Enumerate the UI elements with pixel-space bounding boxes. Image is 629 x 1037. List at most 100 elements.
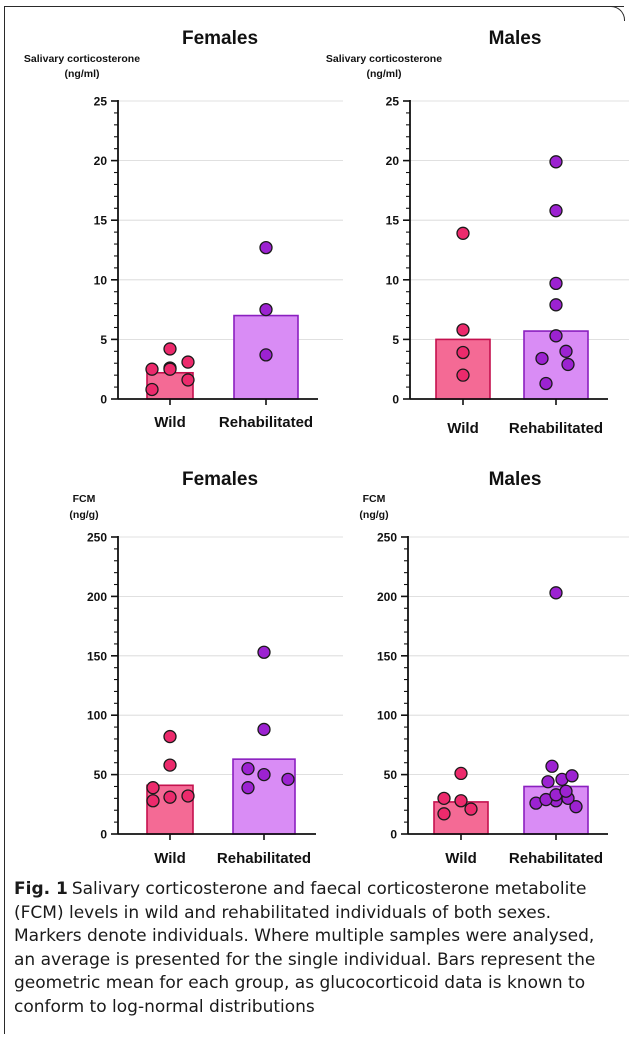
figure-caption: Fig. 1 Salivary corticosterone and faecal… — [14, 878, 614, 1019]
x-tick-label-rehabilitated: Rehabilitated — [509, 850, 603, 867]
y-tick-label: 20 — [386, 154, 400, 168]
marker-rehabilitated — [257, 645, 271, 659]
y-tick-label: 250 — [87, 531, 107, 545]
y-axis-label: FCM — [363, 493, 386, 505]
marker-wild — [146, 781, 160, 795]
marker-wild — [163, 342, 177, 356]
marker-rehabilitated — [257, 767, 271, 782]
y-tick-label: 0 — [100, 393, 107, 407]
y-tick-label: 150 — [87, 649, 107, 663]
caption-label: Fig. 1 — [14, 879, 68, 899]
y-tick-label: 10 — [386, 273, 400, 287]
marker-wild — [163, 790, 177, 804]
marker-wild — [454, 766, 468, 781]
marker-rehabilitated — [535, 351, 549, 366]
y-axis-unit: (ng/g) — [359, 509, 388, 521]
marker-rehabilitated — [541, 775, 555, 789]
marker-rehabilitated — [549, 276, 563, 291]
y-tick-label: 200 — [87, 590, 107, 604]
marker-rehabilitated — [259, 240, 273, 255]
marker-rehabilitated — [259, 302, 273, 317]
marker-wild — [437, 791, 451, 806]
y-tick-label: 100 — [87, 709, 107, 723]
y-axis-label: Salivary corticosterone — [326, 53, 442, 65]
y-tick-label: 250 — [377, 531, 397, 545]
caption-text: Salivary corticosterone and faecal corti… — [14, 879, 596, 1017]
marker-rehabilitated — [569, 800, 583, 814]
marker-rehabilitated — [549, 155, 563, 169]
y-tick-label: 15 — [94, 214, 108, 228]
chart-panel-1: Females Salivary corticosterone (ng/ml) 0 5 1… — [24, 28, 343, 431]
y-tick-label: 5 — [392, 333, 399, 347]
marker-wild — [181, 373, 195, 387]
marker-rehabilitated — [241, 762, 255, 776]
y-tick-label: 200 — [377, 590, 397, 604]
y-tick-label: 0 — [392, 393, 399, 407]
chart-title: Females — [182, 28, 258, 49]
marker-rehabilitated — [549, 298, 563, 312]
marker-wild — [163, 758, 177, 772]
y-tick-label: 25 — [386, 95, 400, 109]
y-tick-label: 50 — [94, 768, 108, 782]
y-axis-label: FCM — [73, 493, 96, 505]
marker-rehabilitated — [549, 586, 563, 600]
marker-wild — [163, 362, 177, 376]
marker-wild — [456, 345, 470, 360]
chart-panel-3: Females FCM (ng/g) 0 50 100 150 200 250 Wild Rehab… — [69, 469, 343, 867]
y-axis-unit: (ng/ml) — [367, 68, 402, 80]
y-axis-unit: (ng/ml) — [65, 68, 100, 80]
chart-title: Males — [489, 469, 542, 490]
marker-rehabilitated — [259, 348, 273, 362]
y-tick-label: 25 — [94, 95, 108, 109]
marker-rehabilitated — [549, 329, 563, 343]
y-tick-label: 20 — [94, 154, 108, 168]
marker-rehabilitated — [241, 781, 255, 795]
y-tick-label: 100 — [377, 709, 397, 723]
marker-rehabilitated — [549, 204, 563, 218]
figure-charts: Females Salivary corticosterone (ng/ml) 0 5 1… — [24, 28, 629, 867]
x-tick-label-wild: Wild — [447, 420, 479, 437]
chart-title: Females — [182, 469, 258, 490]
marker-wild — [145, 362, 159, 376]
marker-rehabilitated — [545, 759, 559, 773]
marker-wild — [146, 794, 160, 808]
chart-panel-4: Males FCM (ng/g) 0 50 100 150 200 250 Wild Rehabil… — [359, 469, 629, 867]
marker-rehabilitated — [559, 784, 573, 798]
marker-wild — [181, 789, 195, 803]
x-tick-label-rehabilitated: Rehabilitated — [509, 420, 603, 437]
y-tick-label: 0 — [390, 828, 397, 842]
marker-wild — [456, 226, 470, 240]
chart-title: Males — [489, 28, 542, 49]
y-tick-label: 50 — [384, 768, 398, 782]
marker-rehabilitated — [565, 769, 579, 783]
marker-wild — [437, 807, 451, 821]
y-tick-label: 15 — [386, 214, 400, 228]
marker-wild — [454, 794, 468, 808]
chart-panel-2: Males Salivary corticosterone (ng/ml) 0 5 10 1… — [326, 28, 629, 437]
x-tick-label-wild: Wild — [445, 850, 477, 867]
marker-wild — [163, 729, 177, 744]
marker-wild — [464, 802, 478, 816]
y-axis-label: Salivary corticosterone — [24, 53, 140, 65]
marker-wild — [456, 368, 470, 382]
marker-wild — [145, 382, 159, 397]
marker-wild — [456, 323, 470, 337]
x-tick-label-wild: Wild — [154, 850, 186, 867]
marker-rehabilitated — [561, 357, 575, 372]
y-tick-label: 10 — [94, 273, 108, 287]
marker-rehabilitated — [559, 344, 573, 358]
frame-top-border — [4, 6, 624, 7]
x-tick-label-rehabilitated: Rehabilitated — [217, 850, 311, 867]
x-tick-label-rehabilitated: Rehabilitated — [219, 414, 313, 431]
x-tick-label-wild: Wild — [154, 414, 186, 431]
marker-wild — [181, 355, 195, 369]
marker-rehabilitated — [257, 722, 271, 737]
frame-left-border — [4, 6, 5, 1034]
y-tick-label: 0 — [100, 828, 107, 842]
marker-rehabilitated — [539, 376, 553, 391]
y-tick-label: 5 — [100, 333, 107, 347]
y-axis-unit: (ng/g) — [69, 509, 98, 521]
y-tick-label: 150 — [377, 649, 397, 663]
marker-rehabilitated — [281, 772, 295, 787]
